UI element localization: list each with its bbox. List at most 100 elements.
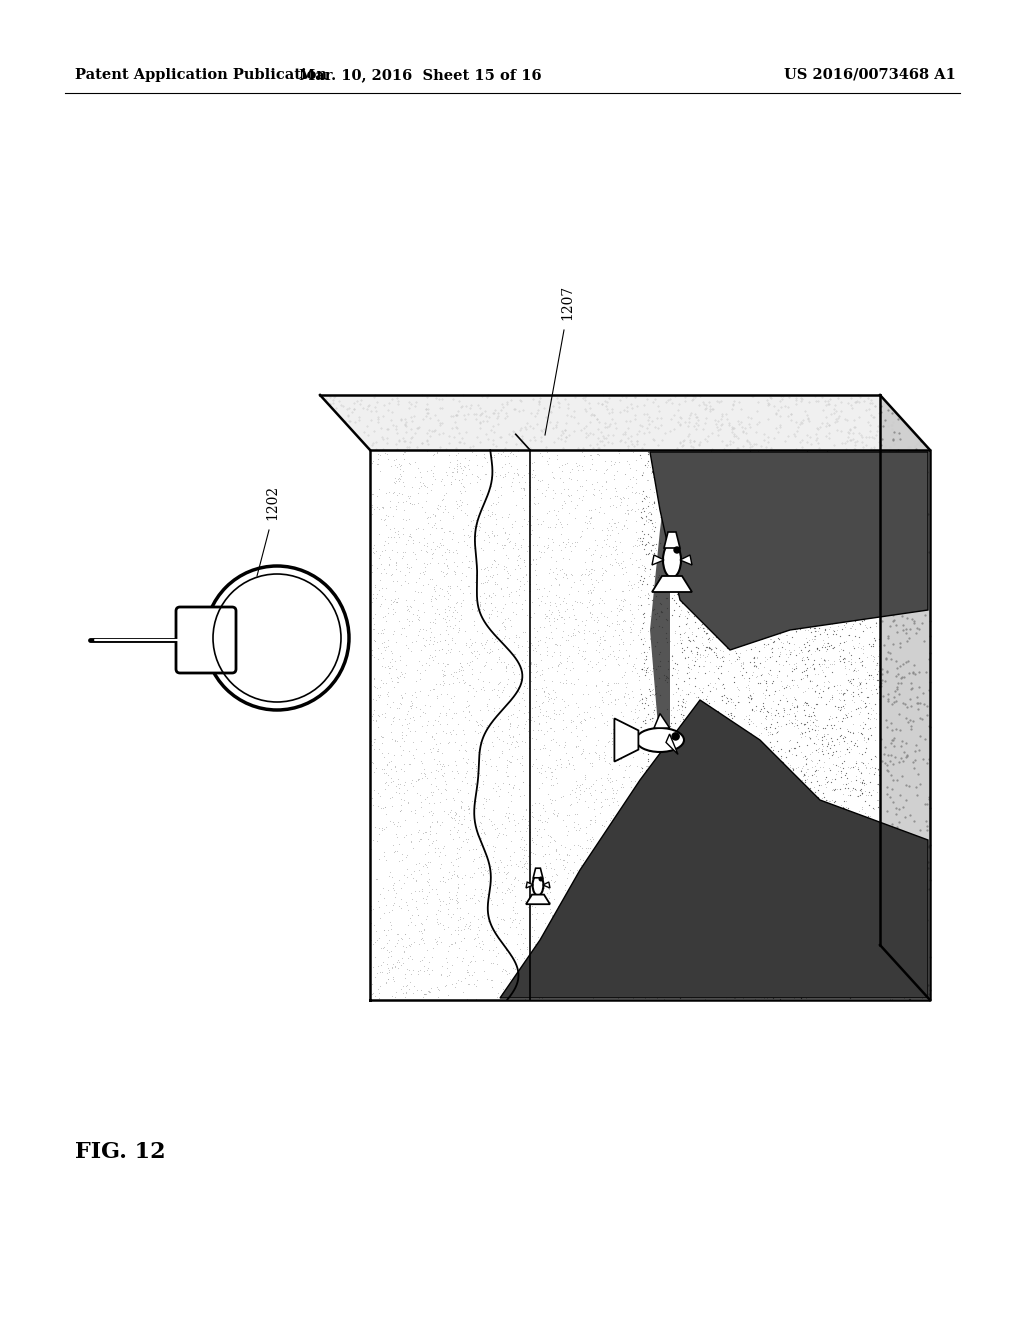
Point bbox=[434, 664, 451, 685]
Point bbox=[409, 854, 425, 875]
Point bbox=[523, 466, 540, 487]
Point bbox=[651, 667, 668, 688]
Point bbox=[893, 451, 909, 473]
Point bbox=[624, 717, 640, 738]
Point bbox=[636, 556, 652, 577]
Point bbox=[677, 825, 693, 846]
Point bbox=[890, 857, 906, 878]
Point bbox=[867, 577, 884, 598]
Point bbox=[727, 569, 743, 590]
Point bbox=[668, 863, 684, 884]
Point bbox=[724, 784, 740, 805]
Point bbox=[864, 825, 881, 846]
Point bbox=[711, 927, 727, 948]
Point bbox=[815, 661, 831, 682]
Point bbox=[472, 834, 488, 855]
Point bbox=[603, 450, 620, 471]
Point bbox=[805, 866, 821, 887]
Point bbox=[427, 768, 443, 789]
Point bbox=[752, 956, 768, 977]
Point bbox=[921, 821, 937, 842]
Point bbox=[800, 965, 816, 986]
Point bbox=[622, 968, 638, 989]
Point bbox=[842, 847, 858, 869]
Point bbox=[775, 958, 792, 979]
Point bbox=[683, 828, 699, 849]
Point bbox=[834, 516, 850, 537]
Point bbox=[742, 626, 759, 647]
Point bbox=[480, 531, 497, 552]
Point bbox=[836, 954, 852, 975]
Point bbox=[398, 725, 415, 746]
Point bbox=[872, 916, 889, 937]
Point bbox=[827, 581, 844, 602]
Point bbox=[561, 752, 578, 774]
Point bbox=[715, 614, 731, 635]
Point bbox=[717, 469, 733, 490]
Point bbox=[761, 973, 777, 994]
Point bbox=[781, 579, 798, 601]
Point bbox=[795, 486, 811, 507]
Point bbox=[839, 800, 855, 821]
Point bbox=[797, 475, 813, 496]
Point bbox=[695, 494, 712, 515]
Point bbox=[766, 801, 782, 822]
Point bbox=[500, 507, 516, 528]
Point bbox=[596, 747, 612, 768]
Point bbox=[510, 463, 526, 484]
Point bbox=[698, 504, 715, 525]
Point bbox=[734, 469, 751, 490]
Point bbox=[758, 705, 774, 726]
Point bbox=[439, 733, 456, 754]
Point bbox=[637, 792, 653, 813]
Point bbox=[796, 779, 812, 800]
Point bbox=[711, 582, 727, 603]
Point bbox=[896, 557, 912, 578]
Point bbox=[611, 494, 628, 515]
Point bbox=[539, 676, 555, 697]
Point bbox=[768, 578, 784, 599]
Point bbox=[607, 969, 624, 990]
Point bbox=[890, 573, 906, 594]
Point bbox=[649, 987, 666, 1008]
Point bbox=[489, 826, 506, 847]
Point bbox=[800, 968, 816, 989]
Point bbox=[698, 451, 715, 473]
Point bbox=[814, 523, 830, 544]
Point bbox=[632, 587, 648, 609]
Point bbox=[531, 442, 548, 463]
Point bbox=[373, 593, 389, 614]
Point bbox=[590, 730, 606, 751]
Point bbox=[862, 469, 879, 490]
Point bbox=[647, 801, 664, 822]
Point bbox=[889, 461, 905, 482]
Point bbox=[690, 693, 707, 714]
Point bbox=[645, 515, 662, 536]
Point bbox=[839, 865, 855, 886]
Point bbox=[641, 855, 657, 876]
Point bbox=[387, 589, 403, 610]
Point bbox=[864, 583, 881, 605]
Point bbox=[719, 688, 735, 709]
Point bbox=[754, 840, 770, 861]
Point bbox=[809, 771, 825, 792]
Point bbox=[541, 562, 557, 583]
Point bbox=[773, 739, 790, 760]
Point bbox=[614, 590, 631, 611]
Point bbox=[905, 656, 922, 677]
Point bbox=[894, 961, 910, 982]
Point bbox=[756, 697, 772, 718]
Point bbox=[736, 762, 753, 783]
Point bbox=[871, 488, 888, 510]
Point bbox=[649, 614, 666, 635]
Point bbox=[834, 710, 850, 731]
Point bbox=[662, 455, 678, 477]
Point bbox=[462, 912, 478, 933]
Point bbox=[807, 791, 823, 812]
Point bbox=[423, 459, 439, 480]
Point bbox=[627, 711, 643, 733]
Point bbox=[541, 688, 557, 709]
Point bbox=[753, 785, 769, 807]
Point bbox=[802, 541, 818, 562]
Point bbox=[885, 953, 901, 974]
